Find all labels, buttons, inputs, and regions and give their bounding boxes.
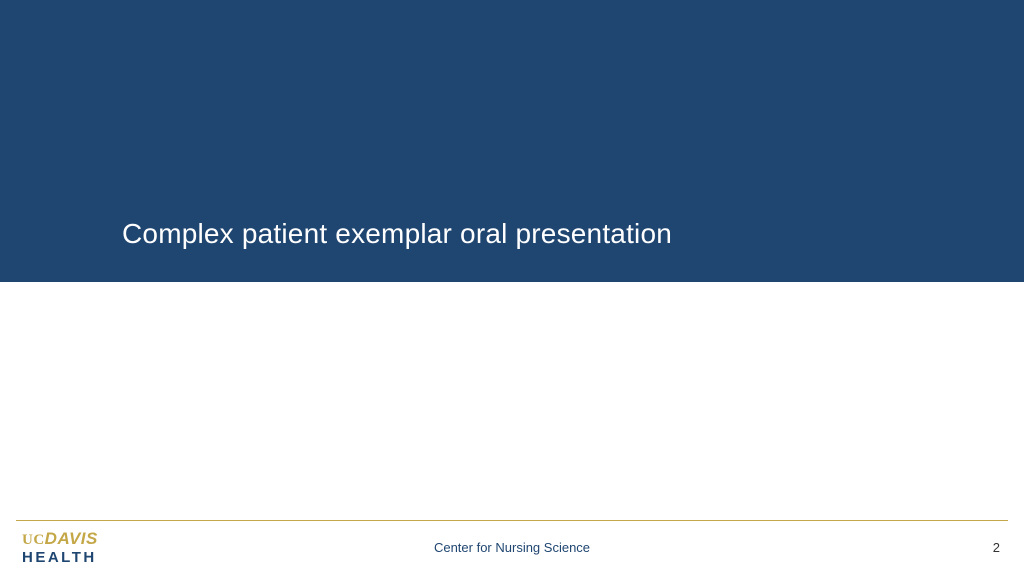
slide: Complex patient exemplar oral presentati… [0,0,1024,576]
footer-center-text: Center for Nursing Science [0,540,1024,555]
page-number: 2 [993,540,1000,555]
slide-title: Complex patient exemplar oral presentati… [122,218,672,250]
footer-rule [16,520,1008,521]
